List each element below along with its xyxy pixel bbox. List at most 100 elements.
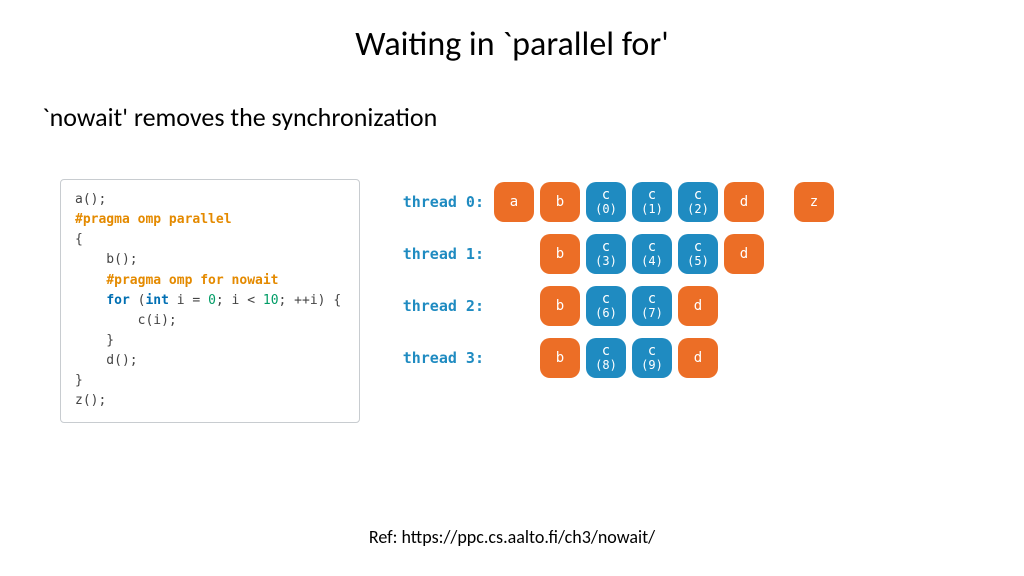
thread-diagram: thread 0:abc(0)c(1)c(2)dzthread 1:bc(3)c… — [400, 179, 834, 379]
task-cell-text: c — [602, 240, 610, 255]
task-cell-text: c — [648, 188, 656, 203]
code-token: int — [145, 293, 168, 308]
task-cell: c(3) — [586, 234, 626, 274]
task-cell-sub: (7) — [641, 307, 663, 320]
code-token: ; i < — [216, 293, 263, 308]
task-cell-text: c — [694, 240, 702, 255]
code-token: 0 — [208, 293, 216, 308]
code-line: for (int i = 0; i < 10; ++i) { — [75, 291, 345, 311]
code-line: #pragma omp parallel — [75, 210, 345, 230]
task-cell-text: d — [740, 247, 748, 262]
task-cell: b — [540, 338, 580, 378]
code-line: #pragma omp for nowait — [75, 271, 345, 291]
code-token: b(); — [75, 252, 138, 267]
gap-cell — [770, 182, 788, 222]
task-cell-sub: (5) — [687, 255, 709, 268]
task-cell-sub: (3) — [595, 255, 617, 268]
thread-label: thread 2: — [400, 297, 488, 315]
code-token: i = — [169, 293, 208, 308]
thread-cells: bc(6)c(7)d — [540, 286, 718, 326]
task-cell: c(0) — [586, 182, 626, 222]
task-cell-text: z — [810, 195, 818, 210]
task-cell: c(6) — [586, 286, 626, 326]
task-cell: c(7) — [632, 286, 672, 326]
thread-row: thread 1:bc(3)c(4)c(5)d — [400, 233, 834, 275]
code-token: 10 — [263, 293, 279, 308]
thread-cells: bc(3)c(4)c(5)d — [540, 234, 764, 274]
task-cell: d — [678, 286, 718, 326]
code-token: } — [75, 373, 83, 388]
task-cell: c(1) — [632, 182, 672, 222]
task-cell: c(4) — [632, 234, 672, 274]
code-token — [75, 273, 106, 288]
code-line: z(); — [75, 391, 345, 411]
task-cell: b — [540, 286, 580, 326]
task-cell-sub: (8) — [595, 359, 617, 372]
task-cell-text: d — [694, 351, 702, 366]
thread-row: thread 3:bc(8)c(9)d — [400, 337, 834, 379]
code-token: for — [106, 293, 129, 308]
code-line: a(); — [75, 190, 345, 210]
task-cell: c(5) — [678, 234, 718, 274]
code-token: ; ++i) { — [279, 293, 342, 308]
task-cell-sub: (6) — [595, 307, 617, 320]
task-cell: d — [724, 182, 764, 222]
task-cell-text: c — [602, 344, 610, 359]
task-cell-text: c — [648, 240, 656, 255]
task-cell: d — [724, 234, 764, 274]
code-token: ( — [130, 293, 146, 308]
task-cell: c(9) — [632, 338, 672, 378]
task-cell: c(8) — [586, 338, 626, 378]
slide-subtitle: `nowait' removes the synchronization — [0, 65, 1024, 133]
thread-label: thread 1: — [400, 245, 488, 263]
code-token: } — [75, 333, 114, 348]
code-block: a(); #pragma omp parallel { b(); #pragma o… — [60, 179, 360, 423]
task-cell-text: b — [556, 299, 564, 314]
code-line: c(i); — [75, 311, 345, 331]
code-token: c(i); — [75, 313, 177, 328]
thread-label: thread 0: — [400, 193, 488, 211]
code-line: d(); — [75, 351, 345, 371]
task-cell: b — [540, 182, 580, 222]
task-cell: c(2) — [678, 182, 718, 222]
thread-label: thread 3: — [400, 349, 488, 367]
task-cell: d — [678, 338, 718, 378]
code-token: d(); — [75, 353, 138, 368]
thread-row: thread 0:abc(0)c(1)c(2)dz — [400, 181, 834, 223]
task-cell-text: a — [510, 195, 518, 210]
task-cell-text: c — [602, 292, 610, 307]
task-cell-text: b — [556, 351, 564, 366]
slide-title: Waiting in `parallel for' — [0, 0, 1024, 65]
code-token: z(); — [75, 393, 106, 408]
task-cell-sub: (4) — [641, 255, 663, 268]
task-cell-text: c — [694, 188, 702, 203]
task-cell-text: c — [648, 344, 656, 359]
code-line: { — [75, 230, 345, 250]
task-cell-text: c — [648, 292, 656, 307]
task-cell-sub: (9) — [641, 359, 663, 372]
task-cell-text: b — [556, 247, 564, 262]
task-cell: a — [494, 182, 534, 222]
task-cell-text: b — [556, 195, 564, 210]
task-cell-sub: (2) — [687, 203, 709, 216]
thread-row: thread 2:bc(6)c(7)d — [400, 285, 834, 327]
task-cell-sub: (0) — [595, 203, 617, 216]
code-line: } — [75, 331, 345, 351]
content-row: a(); #pragma omp parallel { b(); #pragma o… — [0, 133, 1024, 423]
code-line: b(); — [75, 250, 345, 270]
task-cell: b — [540, 234, 580, 274]
thread-cells: abc(0)c(1)c(2)dz — [494, 182, 834, 222]
task-cell-text: c — [602, 188, 610, 203]
task-cell-sub: (1) — [641, 203, 663, 216]
code-token: #pragma omp for nowait — [106, 273, 278, 288]
task-cell: z — [794, 182, 834, 222]
code-token: { — [75, 232, 83, 247]
code-line: } — [75, 371, 345, 391]
task-cell-text: d — [694, 299, 702, 314]
thread-cells: bc(8)c(9)d — [540, 338, 718, 378]
code-token — [75, 293, 106, 308]
code-token: #pragma omp parallel — [75, 212, 232, 227]
task-cell-text: d — [740, 195, 748, 210]
code-token: a(); — [75, 192, 106, 207]
reference-text: Ref: https://ppc.cs.aalto.fi/ch3/nowait/ — [0, 526, 1024, 548]
